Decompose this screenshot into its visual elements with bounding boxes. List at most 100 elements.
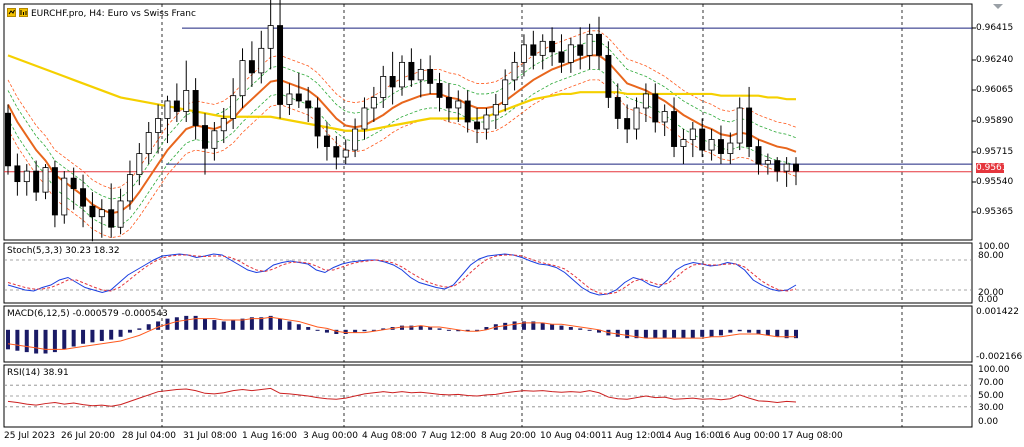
macd-bar	[475, 329, 480, 331]
candle-body	[577, 44, 584, 56]
candle-body	[277, 25, 284, 105]
macd-bar	[484, 327, 489, 330]
candle-body	[736, 107, 743, 144]
candle-body	[286, 93, 293, 105]
candle-body	[42, 167, 49, 193]
candle-body	[370, 97, 377, 109]
stoch-main-line	[7, 253, 797, 296]
macd-bar	[127, 329, 132, 333]
candle-body	[492, 104, 499, 116]
macd-bar	[709, 329, 714, 337]
candle-body	[389, 76, 396, 88]
time-tick: 1 Aug 16:00	[242, 431, 297, 441]
chart-shift-icon[interactable]	[993, 4, 1003, 9]
macd-bar	[597, 329, 601, 333]
chart-type-icon	[19, 8, 28, 17]
candle-body	[183, 90, 190, 112]
candle-body	[136, 153, 143, 176]
macd-bar	[62, 329, 67, 350]
macd-bar	[512, 321, 517, 330]
price-tick: 0.96065	[976, 85, 1014, 95]
macd-bar	[15, 329, 20, 351]
stoch-signal-line	[7, 254, 797, 295]
time-tick: 14 Aug 16:00	[660, 431, 721, 441]
candle-body	[549, 40, 556, 53]
macd-bar	[34, 329, 39, 354]
macd-bar	[43, 329, 48, 354]
macd-bar	[212, 320, 217, 330]
candle-body	[239, 60, 246, 97]
candle-body	[333, 146, 340, 158]
macd-bar	[334, 329, 339, 334]
rsi-level: 100.00	[978, 365, 1010, 375]
time-tick: 7 Aug 12:00	[421, 431, 476, 441]
candle-body	[164, 100, 171, 119]
macd-bar	[700, 329, 705, 337]
macd-bar	[503, 322, 508, 330]
macd-bar	[653, 329, 658, 339]
macd-bar	[343, 329, 348, 334]
macd-bar	[418, 325, 423, 330]
candle-body	[539, 40, 546, 56]
grid-layer	[161, 4, 903, 427]
macd-bar	[615, 329, 620, 337]
stoch-level: 0.00	[978, 295, 999, 305]
ma-fast-line	[7, 54, 797, 215]
macd-bar	[362, 329, 367, 332]
macd-bar	[109, 329, 114, 340]
candle-body	[89, 205, 96, 218]
candle-body	[70, 177, 77, 190]
stoch-level: 80.00	[978, 251, 1004, 261]
rsi-level: 30.00	[978, 403, 1004, 413]
time-tick: 28 Jul 04:00	[122, 431, 176, 441]
candle-body	[689, 128, 696, 140]
macd-bar	[353, 329, 358, 333]
moving-averages	[7, 54, 797, 215]
band-line	[7, 79, 797, 239]
macd-bar	[259, 317, 264, 330]
candle-body	[23, 170, 30, 183]
macd-signal-line	[7, 316, 796, 350]
price-tick: 0.95890	[976, 116, 1014, 126]
candle-body	[173, 100, 180, 112]
price-tick: 0.96240	[976, 55, 1014, 65]
rsi-line	[7, 387, 797, 407]
stoch-title: Stoch(5,3,3) 30.23 18.32	[7, 246, 120, 256]
candle-body	[361, 107, 368, 130]
time-tick: 26 Jul 20:00	[61, 431, 115, 441]
macd-bar	[240, 318, 245, 330]
stoch-level: 100.00	[978, 242, 1010, 252]
price-tick: 0.96415	[976, 23, 1014, 33]
macd-bar	[437, 328, 442, 330]
price-tick: 0.95715	[976, 147, 1014, 157]
time-tick: 4 Aug 08:00	[362, 431, 417, 441]
macd-bar	[465, 329, 470, 332]
horizontal-lines	[4, 27, 972, 173]
candle-body	[80, 188, 87, 207]
candlesticks	[5, 0, 799, 242]
candle-body	[267, 25, 274, 49]
macd-bar	[324, 329, 329, 333]
macd-bar	[184, 315, 189, 330]
macd-bar	[137, 328, 142, 330]
time-tick: 11 Aug 12:00	[601, 431, 662, 441]
candle-body	[746, 107, 753, 147]
macd-bar	[371, 329, 376, 331]
macd-bar	[765, 329, 770, 336]
candle-body	[248, 60, 255, 74]
candle-body	[455, 100, 462, 109]
macd-bar	[550, 324, 555, 330]
macd-bar	[662, 329, 667, 339]
candle-body	[530, 44, 537, 56]
candle-body	[108, 209, 115, 228]
candle-body	[436, 83, 443, 98]
macd-bar	[559, 325, 564, 330]
macd-bar	[681, 329, 686, 339]
candle-body	[474, 121, 481, 130]
candle-body	[642, 93, 649, 109]
candle-body	[633, 107, 640, 130]
macd-bar	[296, 324, 301, 330]
macd-bar	[690, 329, 695, 339]
rsi-title: RSI(14) 38.91	[7, 368, 69, 378]
